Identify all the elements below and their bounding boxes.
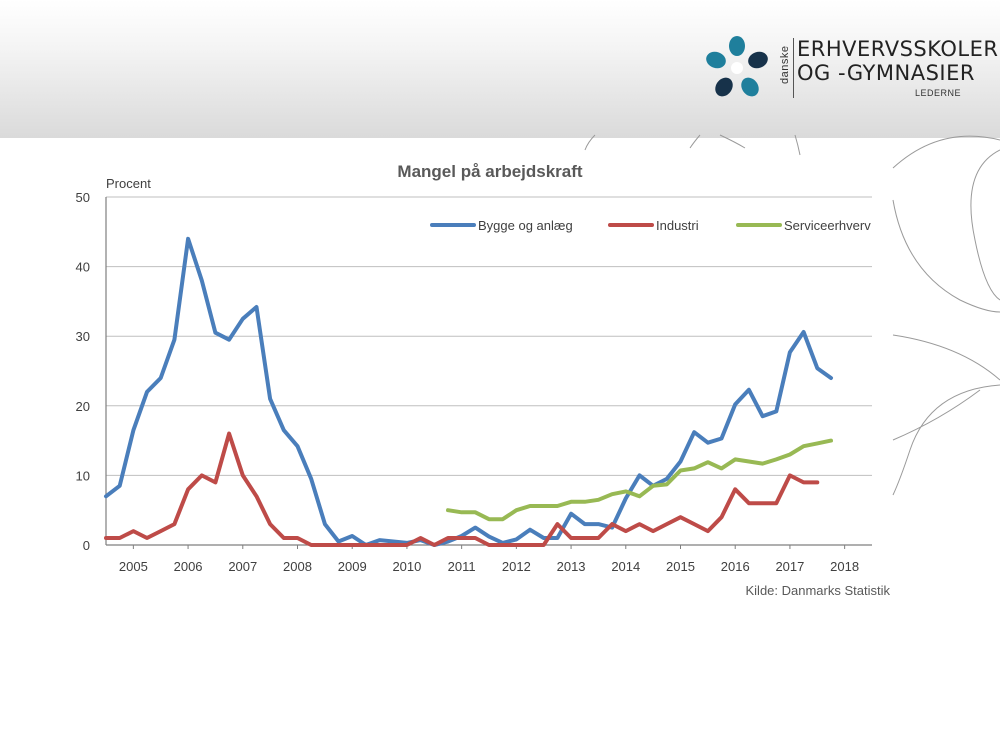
series-line-0 bbox=[104, 236, 833, 547]
logo-side-text: danske bbox=[779, 45, 791, 84]
y-tick-label: 20 bbox=[76, 399, 90, 414]
gridlines bbox=[105, 196, 872, 546]
x-tick-label: 2016 bbox=[721, 559, 750, 574]
logo-divider bbox=[793, 38, 794, 98]
legend: Bygge og anlæg Industri Serviceerhverv bbox=[430, 218, 871, 233]
header-band bbox=[0, 0, 1000, 138]
x-tick-label: 2013 bbox=[557, 559, 586, 574]
legend-label: Bygge og anlæg bbox=[478, 218, 573, 233]
legend-label: Industri bbox=[656, 218, 699, 233]
logo-icon bbox=[706, 36, 768, 97]
legend-label: Serviceerhverv bbox=[784, 218, 871, 233]
series-lines bbox=[104, 236, 833, 547]
x-tick-label: 2006 bbox=[174, 559, 203, 574]
x-tick-label: 2015 bbox=[666, 559, 695, 574]
logo-line-1: ERHVERVSSKOLER bbox=[797, 37, 999, 61]
line-chart: Mangel på arbejdskraft Procent 0 10 20 30 40… bbox=[76, 162, 891, 598]
y-tick-label: 30 bbox=[76, 329, 90, 344]
x-tick-label: 2011 bbox=[448, 559, 476, 574]
y-axis-label: Procent bbox=[106, 176, 151, 191]
y-tick-label: 40 bbox=[76, 260, 90, 275]
x-tick-label: 2014 bbox=[611, 559, 640, 574]
y-tick-label: 50 bbox=[76, 190, 90, 205]
x-tick-labels: 2005 2006 2007 2008 2009 2010 2011 2012 2013 2014… bbox=[119, 545, 859, 574]
source-note: Kilde: Danmarks Statistik bbox=[746, 583, 891, 598]
x-tick-label: 2018 bbox=[830, 559, 859, 574]
chart-title: Mangel på arbejdskraft bbox=[397, 162, 583, 181]
x-tick-label: 2012 bbox=[502, 559, 531, 574]
x-tick-label: 2009 bbox=[338, 559, 367, 574]
series-line-1 bbox=[104, 431, 820, 547]
series-line-2 bbox=[446, 438, 833, 522]
x-tick-label: 2017 bbox=[775, 559, 804, 574]
logo-line-3: LEDERNE bbox=[915, 88, 962, 98]
y-tick-labels: 0 10 20 30 40 50 bbox=[76, 190, 90, 553]
y-tick-label: 10 bbox=[76, 468, 90, 483]
y-tick-label: 0 bbox=[83, 538, 90, 553]
logo-line-2: OG -GYMNASIER bbox=[797, 61, 975, 85]
x-tick-label: 2007 bbox=[228, 559, 257, 574]
x-tick-label: 2010 bbox=[392, 559, 421, 574]
x-tick-label: 2005 bbox=[119, 559, 148, 574]
x-tick-label: 2008 bbox=[283, 559, 312, 574]
